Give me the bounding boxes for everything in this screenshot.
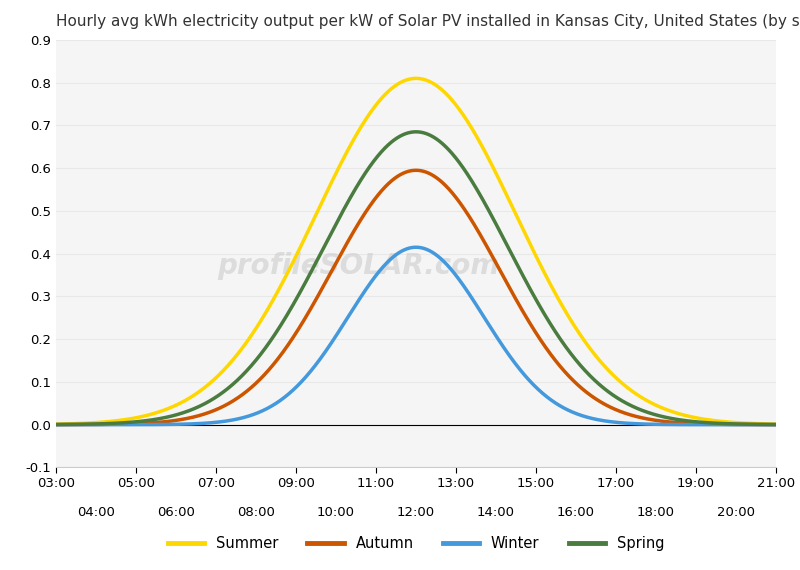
Text: 16:00: 16:00 xyxy=(557,506,595,519)
Spring xyxy=(88,421,98,428)
Winter xyxy=(771,421,781,428)
Spring xyxy=(771,421,781,428)
Summer xyxy=(618,381,628,388)
Line: Autumn: Autumn xyxy=(56,170,776,425)
Summer xyxy=(51,421,61,428)
Line: Winter: Winter xyxy=(56,247,776,425)
Text: Hourly avg kWh electricity output per kW of Solar PV installed in Kansas City, U: Hourly avg kWh electricity output per kW… xyxy=(56,14,800,29)
Winter xyxy=(750,421,760,428)
Summer xyxy=(750,420,760,427)
Text: 12:00: 12:00 xyxy=(397,506,435,519)
Winter xyxy=(618,420,628,426)
Spring xyxy=(51,421,61,428)
Text: 18:00: 18:00 xyxy=(637,506,675,519)
Autumn xyxy=(382,182,392,189)
Winter xyxy=(402,246,411,253)
Summer xyxy=(411,75,421,82)
Spring xyxy=(402,130,411,137)
Summer xyxy=(750,420,760,427)
Spring xyxy=(382,142,392,149)
Winter xyxy=(382,259,392,266)
Line: Spring: Spring xyxy=(56,132,776,425)
Winter xyxy=(88,421,98,428)
Summer xyxy=(402,76,411,83)
Text: 10:00: 10:00 xyxy=(317,506,355,519)
Autumn xyxy=(51,421,61,428)
Spring xyxy=(618,398,628,405)
Summer xyxy=(88,420,98,426)
Summer xyxy=(382,89,392,96)
Text: 14:00: 14:00 xyxy=(477,506,515,519)
Winter xyxy=(51,421,61,428)
Spring xyxy=(750,421,760,428)
Autumn xyxy=(411,167,421,174)
Autumn xyxy=(88,421,98,428)
Autumn xyxy=(618,409,628,416)
Winter xyxy=(411,244,421,251)
Autumn xyxy=(750,421,760,428)
Text: 06:00: 06:00 xyxy=(157,506,195,519)
Line: Summer: Summer xyxy=(56,79,776,424)
Summer xyxy=(771,421,781,428)
Spring xyxy=(411,128,421,135)
Text: 08:00: 08:00 xyxy=(237,506,275,519)
Autumn xyxy=(750,421,760,428)
Text: 04:00: 04:00 xyxy=(77,506,115,519)
Text: profileSOLAR.com: profileSOLAR.com xyxy=(218,253,499,280)
Legend: Summer, Autumn, Winter, Spring: Summer, Autumn, Winter, Spring xyxy=(162,530,670,557)
Winter xyxy=(750,421,760,428)
Text: 20:00: 20:00 xyxy=(717,506,755,519)
Autumn xyxy=(771,421,781,428)
Spring xyxy=(750,421,760,428)
Autumn xyxy=(402,169,411,176)
